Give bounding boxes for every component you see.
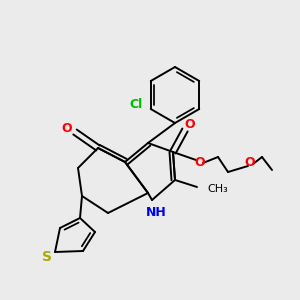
Text: S: S [42,250,52,264]
Text: O: O [195,157,205,169]
Text: CH₃: CH₃ [207,184,228,194]
Text: O: O [245,155,255,169]
Text: O: O [185,118,195,131]
Text: Cl: Cl [130,98,143,112]
Text: O: O [62,122,72,136]
Text: NH: NH [146,206,167,218]
